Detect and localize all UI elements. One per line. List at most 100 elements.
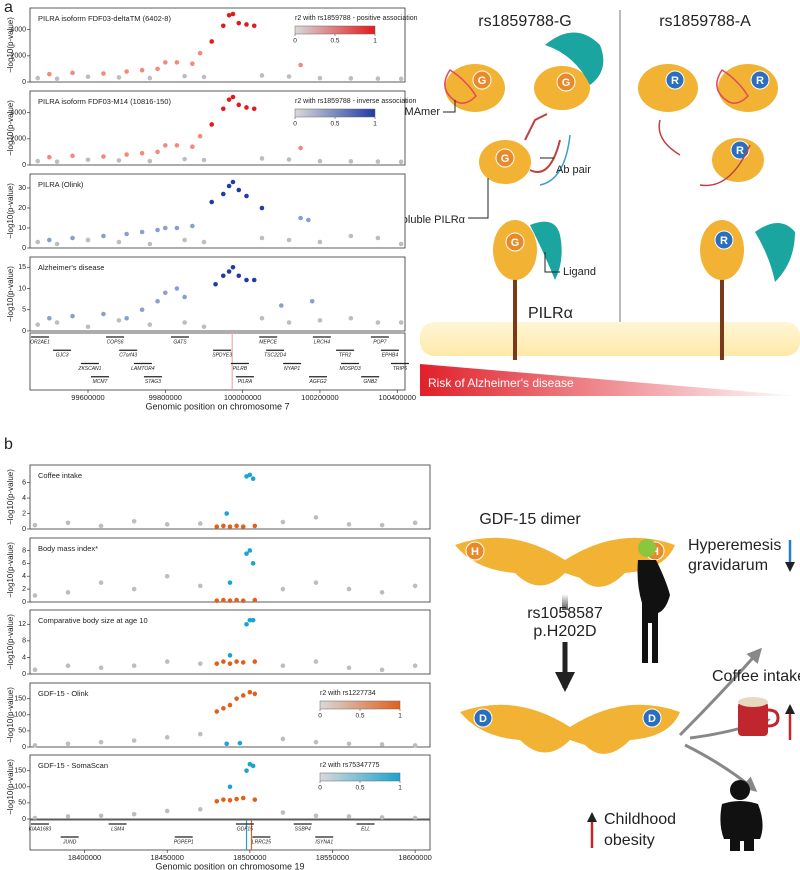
point <box>252 523 258 529</box>
point <box>197 521 203 526</box>
y-tick-label: 4000 <box>10 27 26 34</box>
label: rs1058587 <box>527 605 603 622</box>
point <box>35 239 41 245</box>
callout <box>443 100 456 113</box>
colorbar <box>294 25 376 35</box>
point <box>259 235 265 241</box>
point <box>101 154 106 159</box>
point <box>164 808 170 814</box>
point <box>259 156 265 161</box>
allele-badge: G <box>511 237 520 249</box>
colorbar-tick-label: 1 <box>373 38 377 45</box>
arrow <box>678 647 762 737</box>
point <box>147 75 153 81</box>
y-axis-label: −log10(p-value) <box>6 687 15 743</box>
point <box>280 586 286 592</box>
point <box>236 273 242 279</box>
gene-label: MEPCE <box>259 339 277 345</box>
point <box>116 75 122 80</box>
point <box>221 659 226 664</box>
membrane <box>420 322 800 356</box>
gene-label: TSC22D4 <box>264 353 286 359</box>
point <box>348 159 354 164</box>
y-axis-label: −log10(p-value) <box>6 100 15 156</box>
y-tick-label: 4 <box>22 654 26 661</box>
y-tick-label: 0 <box>22 79 26 86</box>
point <box>298 145 303 151</box>
x-tick-label: 18600000 <box>398 853 431 862</box>
point <box>197 50 203 56</box>
point <box>398 241 404 247</box>
point <box>155 66 160 72</box>
y-tick-label: 8 <box>22 547 26 554</box>
point <box>124 231 129 237</box>
point <box>313 515 319 520</box>
point <box>247 548 253 553</box>
y-tick-label: 2 <box>22 510 26 517</box>
point <box>220 106 226 112</box>
plot-title: PILRA isoform FDF03-M14 (10816-150) <box>38 97 171 106</box>
point <box>348 233 354 239</box>
point <box>164 659 170 664</box>
point <box>227 784 233 790</box>
point <box>259 315 265 321</box>
plot-frame <box>29 90 406 166</box>
point <box>240 524 246 529</box>
point <box>346 522 352 527</box>
colorbar <box>319 772 401 782</box>
x-tick-label: 100400000 <box>378 393 416 402</box>
point <box>251 106 257 112</box>
point <box>47 154 52 160</box>
x-tick-label: 18450000 <box>151 853 184 862</box>
point <box>155 227 160 233</box>
point <box>147 322 153 327</box>
gene-label: SPDYE3 <box>212 353 232 359</box>
point <box>221 523 226 529</box>
gene-track-frame <box>29 819 431 851</box>
point <box>101 311 106 317</box>
arrow <box>684 743 758 792</box>
y-tick-label: 4 <box>22 573 26 580</box>
y-tick-label: 100 <box>14 712 26 719</box>
point <box>313 580 319 585</box>
point <box>313 813 319 819</box>
gene-label: COPS6 <box>107 339 124 345</box>
diagram-a: rs1859788-G rs1859788-A G G R R G R G R … <box>389 10 800 396</box>
y-axis-label: −log10(p-value) <box>6 183 15 239</box>
y-tick-label: 15 <box>18 264 26 271</box>
gene-label: ELL <box>361 826 370 832</box>
colorbar-label: r2 with rs1859788 - inverse association <box>295 98 417 105</box>
y-axis-label: −log10(p-value) <box>6 542 15 598</box>
label: Risk of Alzheimer's disease <box>428 376 574 390</box>
point <box>139 229 145 235</box>
gene-label: PILRB <box>233 366 248 372</box>
point <box>252 691 258 697</box>
callout <box>544 252 560 273</box>
risk-wedge <box>420 364 800 396</box>
point <box>280 519 286 525</box>
point <box>116 318 122 323</box>
y-axis-label: −log10(p-value) <box>6 469 15 525</box>
residue-badge: D <box>648 713 656 725</box>
y-axis-label: −log10(p-value) <box>6 17 15 73</box>
gene-label: JUND <box>62 839 77 845</box>
point <box>85 324 91 330</box>
plot-frame <box>29 7 406 83</box>
point <box>259 73 265 78</box>
point <box>201 239 207 245</box>
y-tick-label: 0 <box>22 744 26 751</box>
point <box>201 74 207 80</box>
point <box>348 315 354 321</box>
point <box>32 593 38 598</box>
point <box>317 158 323 164</box>
point <box>244 105 249 110</box>
x-axis-label: Genomic position on chromosome 19 <box>155 861 304 870</box>
point <box>209 199 215 205</box>
point <box>412 663 418 669</box>
label: GDF-15 dimer <box>479 511 581 528</box>
point <box>116 239 122 245</box>
plot-title: PILRA isoform FDF03-deltaTM (6402-8) <box>38 14 171 23</box>
point <box>65 741 71 747</box>
y-tick-label: 6 <box>22 479 26 486</box>
